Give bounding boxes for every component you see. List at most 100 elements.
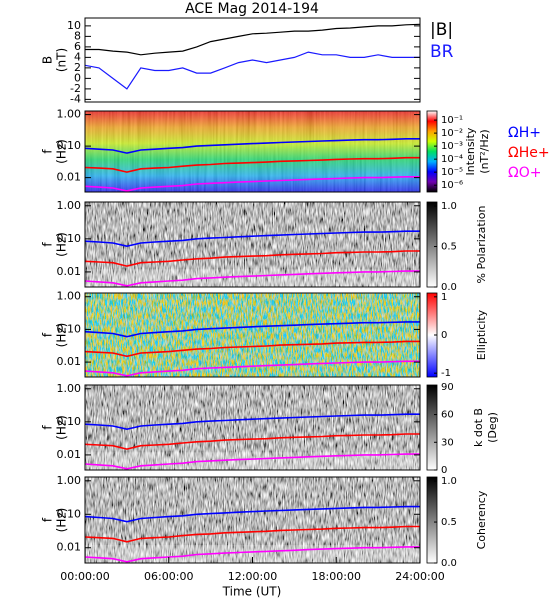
colorbar-tick-label: 10⁻⁵ [441, 167, 463, 178]
panel [85, 385, 420, 470]
y-axis-title: f [41, 425, 55, 430]
y-tick-label: 0 [74, 71, 81, 84]
colorbar-tick-label: 10⁻⁴ [441, 154, 463, 165]
y-tick-label: 0.01 [57, 265, 82, 278]
y-axis-title: (Hz) [55, 508, 69, 533]
colorbar-tick-label: 0.5 [441, 517, 457, 528]
y-axis-title: (Hz) [55, 415, 69, 440]
series-line [85, 156, 420, 173]
series-line [85, 546, 420, 563]
spectrogram-texture [85, 202, 420, 287]
y-tick-label: 2 [74, 61, 81, 74]
plot-frame [84, 110, 421, 193]
colorbar-title: (Deg) [486, 412, 499, 443]
series-line [85, 270, 420, 287]
x-axis-title: Time (UT) [222, 585, 282, 599]
colorbar [426, 476, 438, 564]
series-line [85, 138, 420, 154]
colorbar-tick-label: 10⁻² [441, 128, 463, 139]
colorbar-tick-label: 10⁻¹ [441, 115, 463, 126]
series-line [85, 433, 420, 450]
y-tick-label: 0.01 [57, 541, 82, 554]
y-tick-label: 8 [74, 29, 81, 42]
colorbar-tick-label: 0.0 [441, 282, 457, 293]
x-tick-label: 24:00:00 [395, 570, 444, 583]
colorbar-tick-label: 90 [441, 382, 454, 393]
spectrogram-texture [85, 111, 420, 192]
series-line [85, 23, 420, 56]
y-tick-label: 1.00 [57, 474, 82, 487]
colorbar-tick-label: 1.0 [441, 476, 457, 487]
plot-frame [84, 201, 421, 288]
colorbar-tick-label: 0.5 [441, 242, 457, 253]
x-tick-label: 18:00:00 [312, 570, 361, 583]
y-tick-label: 0.10 [57, 507, 82, 520]
x-tick-label: 06:00:00 [144, 570, 193, 583]
y-axis-title: (Hz) [55, 139, 69, 164]
panel [85, 293, 420, 377]
colorbar-tick-label: 1.0 [441, 201, 457, 212]
y-axis-title: (Hz) [55, 323, 69, 348]
chart-title: ACE Mag 2014-194 [185, 1, 319, 17]
series-line [85, 230, 420, 248]
y-tick-label: -2 [70, 82, 81, 95]
legend-label: |B| [430, 20, 453, 40]
colorbar-tick-label: 10⁻⁶ [441, 180, 463, 191]
series-line [85, 321, 420, 338]
colorbar-tick-label: 0 [441, 465, 447, 476]
spectrogram-shade [85, 452, 420, 470]
colorbar-tick-label: 10⁻³ [441, 141, 463, 152]
y-tick-label: 0.10 [57, 139, 82, 152]
series-line [85, 250, 420, 267]
series-line [85, 176, 420, 192]
series-line [85, 360, 420, 377]
y-tick-label: 1.00 [57, 199, 82, 212]
y-tick-label: 0.10 [57, 232, 82, 245]
y-tick-label: 0.10 [57, 415, 82, 428]
x-tick-label: 12:00:00 [228, 570, 277, 583]
colorbar-tick-label: 1 [441, 292, 447, 303]
colorbar-tick-label: -1 [441, 368, 451, 379]
y-axis-title: f [41, 517, 55, 522]
spectrogram-texture [85, 293, 420, 377]
series-line [85, 525, 420, 543]
colorbar-title: (nT²/Hz) [478, 129, 491, 173]
y-tick-label: 1.00 [57, 108, 82, 121]
series-line [85, 453, 420, 470]
colorbar [426, 201, 438, 288]
y-axis-title: B [41, 56, 55, 64]
colorbar-tick-label: 0 [441, 330, 447, 341]
y-tick-label: 0.01 [57, 171, 82, 184]
y-tick-label: 0.01 [57, 355, 82, 368]
plot-frame [84, 384, 421, 471]
colorbar-tick-label: 60 [441, 410, 454, 421]
y-tick-label: 10 [67, 19, 81, 32]
legend-label: ΩH+ [508, 125, 541, 141]
y-axis-title: (nT) [55, 48, 69, 72]
legend-label: BR [430, 42, 454, 62]
y-axis-title: f [41, 242, 55, 247]
spectrogram-texture [85, 477, 420, 563]
y-axis-title: (Hz) [55, 232, 69, 257]
y-tick-label: 0.01 [57, 448, 82, 461]
colorbar-title: % Polarization [475, 206, 488, 284]
x-tick-label: 00:00:00 [60, 570, 109, 583]
y-tick-label: 4 [74, 50, 81, 63]
colorbar-title: Coherency [475, 490, 488, 549]
panel [85, 477, 420, 563]
colorbar-tick-label: 0.0 [441, 558, 457, 569]
legend-label: ΩHe+ [508, 145, 550, 161]
series-line [85, 505, 420, 523]
legend-label: ΩO+ [508, 165, 541, 181]
panel [85, 111, 420, 192]
series-line [85, 340, 420, 358]
spectrogram-shade [85, 269, 420, 287]
plot-frame [84, 17, 421, 103]
colorbar-tick-label: 30 [441, 437, 454, 448]
y-axis-title: f [41, 332, 55, 337]
colorbar-title: Ellipticity [475, 309, 488, 360]
colorbar [426, 110, 438, 193]
y-tick-label: -4 [70, 92, 81, 105]
